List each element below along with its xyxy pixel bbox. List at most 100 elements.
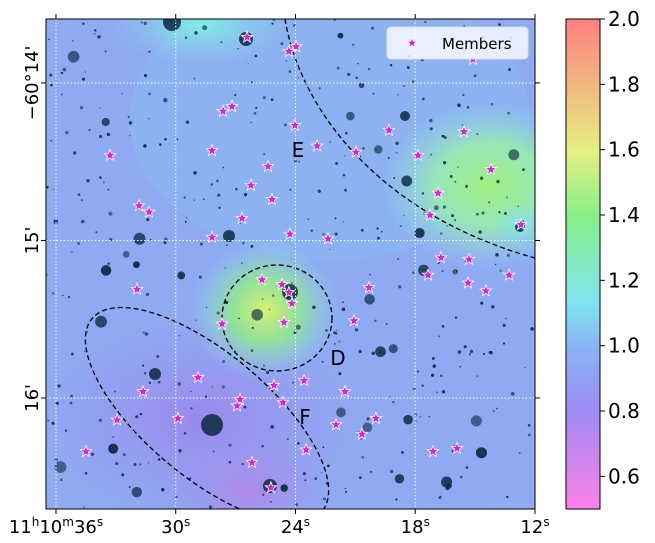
- field-star: [270, 425, 273, 428]
- field-star: [269, 309, 271, 311]
- field-star: [376, 227, 378, 229]
- field-star: [403, 85, 405, 87]
- field-star: [148, 51, 150, 53]
- field-star: [390, 64, 392, 66]
- field-star: [200, 242, 203, 245]
- field-star: [434, 205, 439, 210]
- field-star: [362, 456, 365, 459]
- field-star: [436, 391, 438, 393]
- field-star: [432, 357, 435, 360]
- x-tick-label: 12s: [520, 515, 549, 538]
- field-star: [329, 141, 331, 143]
- field-star: [228, 444, 231, 447]
- field-star: [374, 145, 383, 154]
- field-star: [366, 417, 369, 420]
- field-star: [143, 332, 145, 334]
- field-star: [325, 329, 328, 332]
- field-star: [251, 309, 263, 321]
- colorbar-tick-label: 1.8: [608, 72, 640, 96]
- field-star: [335, 232, 338, 235]
- field-star: [193, 78, 195, 80]
- field-star: [508, 68, 511, 71]
- field-star: [498, 23, 501, 26]
- field-star: [372, 352, 375, 355]
- field-star: [454, 219, 456, 221]
- legend: Members: [387, 27, 528, 59]
- field-star: [465, 185, 468, 188]
- field-star: [163, 98, 167, 102]
- field-star: [203, 198, 205, 200]
- field-star: [393, 177, 395, 179]
- field-star: [128, 116, 130, 118]
- field-star: [213, 451, 214, 452]
- field-star: [161, 488, 164, 491]
- field-star: [386, 323, 388, 325]
- field-star: [99, 176, 102, 179]
- field-star: [312, 305, 315, 308]
- field-star: [82, 23, 84, 25]
- field-star: [229, 461, 232, 464]
- field-star: [206, 307, 207, 308]
- field-star: [454, 181, 456, 183]
- field-star: [431, 374, 434, 377]
- field-star: [91, 453, 94, 456]
- field-star: [123, 251, 130, 258]
- field-star: [286, 60, 287, 61]
- field-star: [334, 217, 336, 219]
- field-star: [371, 26, 374, 29]
- field-star: [144, 74, 147, 77]
- field-star: [304, 479, 306, 481]
- field-star: [149, 382, 151, 384]
- sky-image: [30, 0, 600, 539]
- field-star: [218, 207, 220, 209]
- field-star: [85, 472, 88, 475]
- field-star: [503, 342, 505, 344]
- field-star: [442, 390, 445, 393]
- field-star: [359, 476, 362, 479]
- field-star: [248, 63, 249, 64]
- field-star: [241, 262, 242, 263]
- field-star: [95, 231, 97, 233]
- field-star: [298, 77, 299, 78]
- field-star: [364, 294, 374, 304]
- field-star: [104, 50, 106, 52]
- field-star: [428, 416, 430, 418]
- field-star: [438, 335, 439, 336]
- field-star: [466, 106, 469, 109]
- field-star: [357, 63, 359, 65]
- field-star: [134, 233, 146, 245]
- field-star: [81, 199, 83, 201]
- region-label: F: [299, 405, 311, 429]
- field-star: [343, 221, 344, 222]
- field-star: [480, 302, 483, 305]
- field-star: [190, 407, 192, 409]
- field-star: [493, 410, 494, 411]
- field-star: [60, 478, 63, 481]
- field-star: [457, 166, 458, 167]
- field-star: [412, 271, 414, 273]
- field-star: [495, 253, 499, 257]
- field-star: [121, 474, 124, 477]
- field-star: [352, 44, 354, 46]
- y-tick-label: 16': [22, 384, 43, 412]
- field-star: [344, 189, 347, 192]
- field-star: [148, 118, 150, 120]
- x-tick-label: 11h10m36s: [9, 515, 103, 538]
- field-star: [205, 396, 207, 398]
- field-star: [397, 258, 399, 260]
- field-star: [441, 135, 443, 137]
- field-star: [177, 139, 179, 141]
- field-star: [184, 196, 186, 198]
- field-star: [50, 140, 52, 142]
- field-star: [235, 188, 238, 191]
- field-star: [419, 416, 421, 418]
- field-star: [238, 318, 240, 320]
- field-star: [71, 353, 74, 356]
- field-star: [81, 220, 85, 224]
- field-star: [272, 294, 274, 296]
- field-star: [362, 147, 365, 150]
- field-star: [373, 93, 375, 95]
- field-star: [133, 261, 140, 268]
- field-star: [222, 385, 225, 388]
- field-star: [68, 296, 70, 298]
